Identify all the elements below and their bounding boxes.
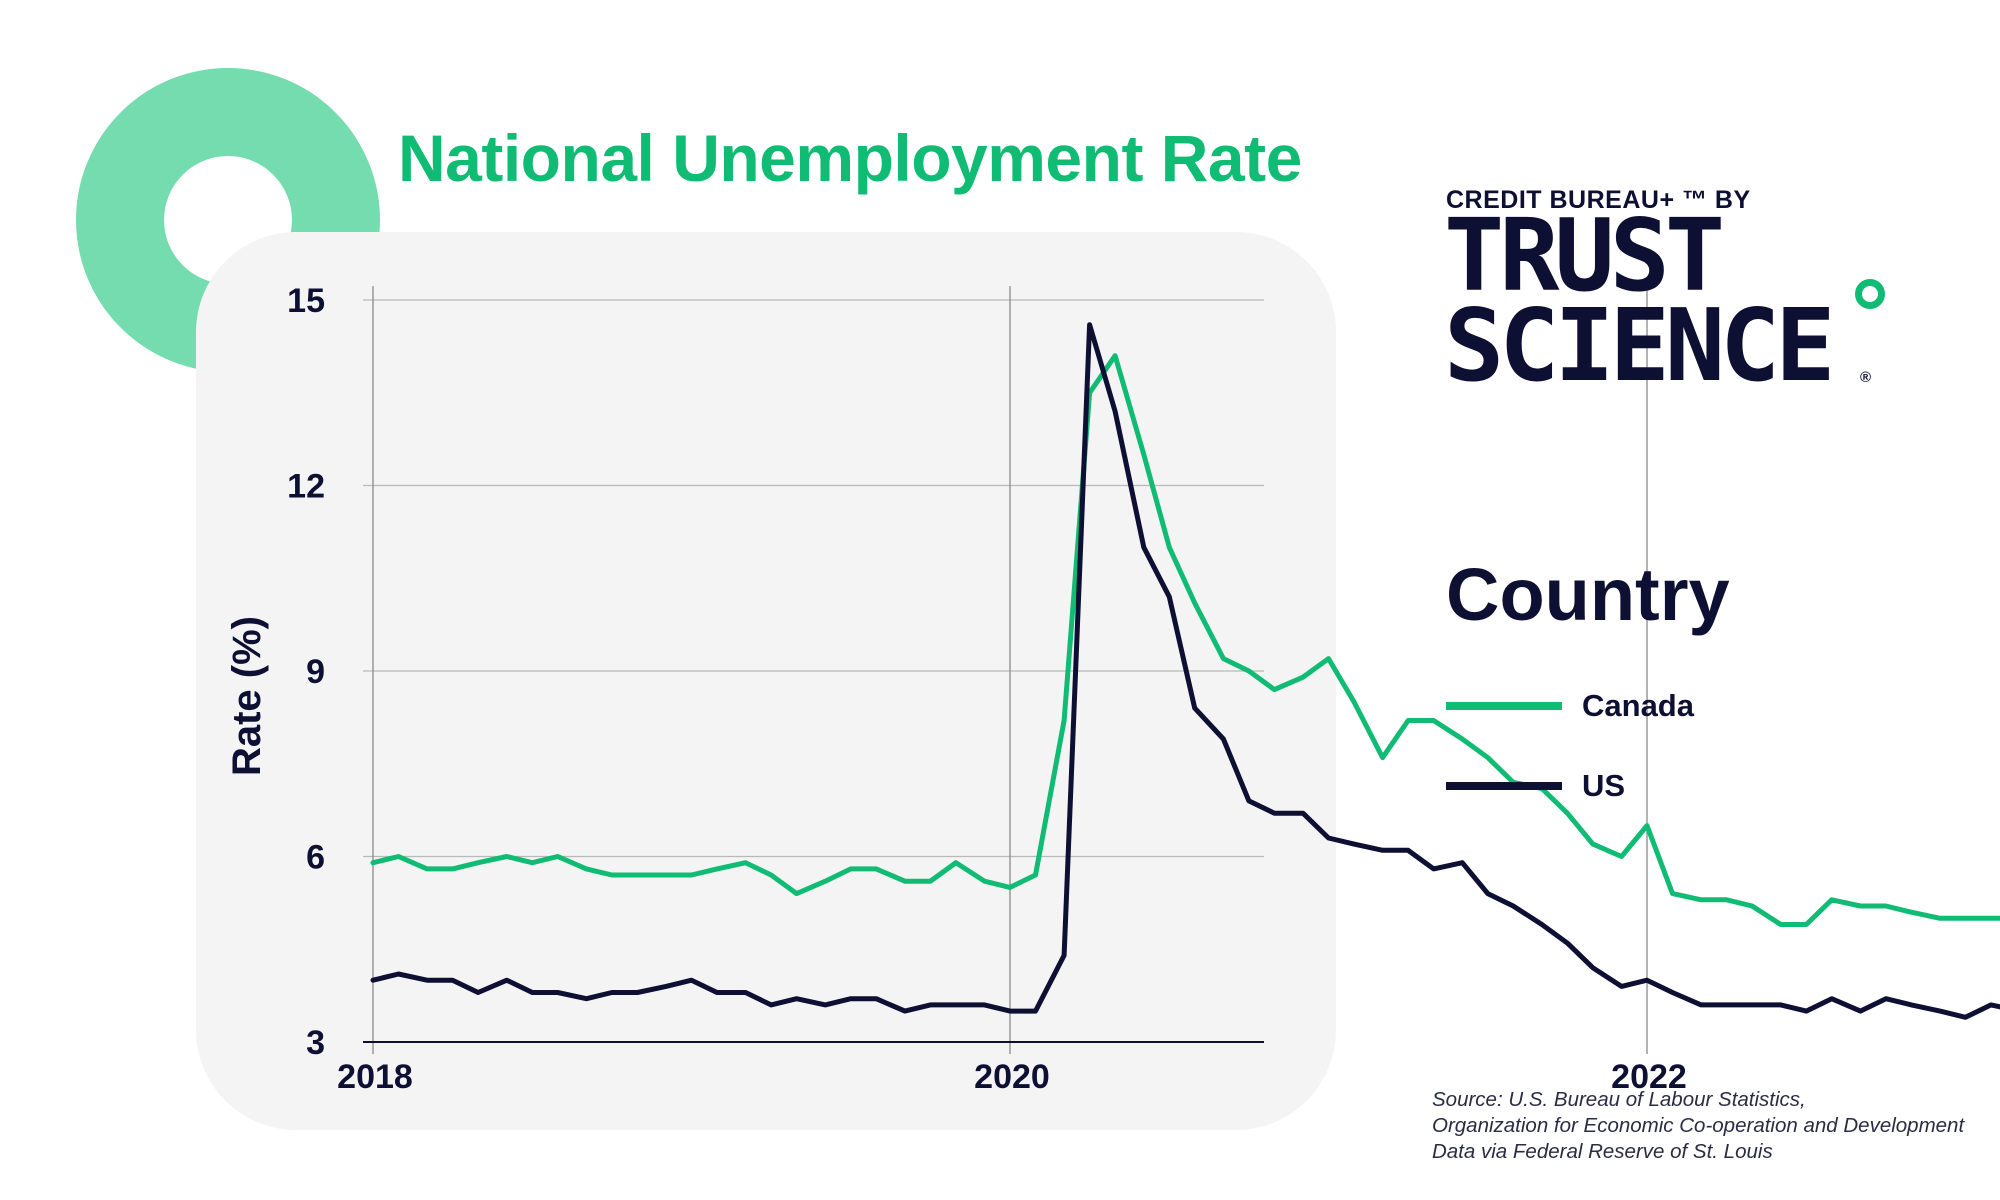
chart-panel [196,232,1336,1130]
source-line: Source: U.S. Bureau of Labour Statistics… [1432,1088,1806,1111]
y-tick-label: 6 [306,839,325,877]
legend-label-us: US [1582,768,1626,803]
brand-tagline: CREDIT BUREAU+ ™ BY [1446,186,1751,214]
registered-mark: ® [1860,369,1872,386]
series-line-canada [370,353,2000,927]
y-tick-label: 15 [287,282,325,320]
y-tick-label: 3 [306,1024,325,1062]
brand-wordmark-science: SCIENCE [1444,287,1835,404]
source-line: Data via Federal Reserve of St. Louis [1432,1140,1773,1163]
source-line: Organization for Economic Co-operation a… [1432,1114,1965,1137]
brand-wordmark-trust: TRUST [1444,197,1725,314]
legend-item-us: US [1446,766,1625,806]
legend-swatch-us [1446,782,1562,790]
y-tick-label: 9 [306,653,325,691]
y-tick-label: 12 [287,468,325,506]
legend-label-canada: Canada [1582,688,1694,723]
legend-swatch-canada [1446,702,1562,710]
x-tick-label: 2018 [337,1058,413,1096]
source-note: Source: U.S. Bureau of Labour Statistics… [1432,1087,1992,1165]
brand-dot-icon [1855,279,1885,309]
chart-title: National Unemployment Rate [398,121,1302,195]
legend-title: Country [1446,553,1730,636]
series-line-us [370,322,2000,1020]
y-axis-label: Rate (%) [225,616,269,776]
x-tick-label: 2022 [1611,1058,1687,1096]
legend-item-canada: Canada [1446,686,1694,726]
x-tick-label: 2020 [974,1058,1050,1096]
